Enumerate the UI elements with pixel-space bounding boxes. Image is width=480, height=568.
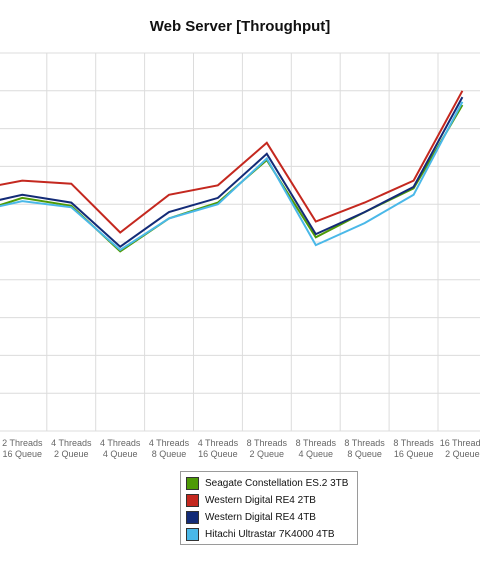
- x-tick-label: 4 Threads 8 Queue: [149, 438, 190, 459]
- x-tick-label: 4 Threads 2 Queue: [51, 438, 92, 459]
- x-tick-label: 2 Threads 16 Queue: [2, 438, 43, 459]
- x-tick-label: 4 Threads 4 Queue: [100, 438, 141, 459]
- x-tick-label: 8 Threads 8 Queue: [344, 438, 385, 459]
- legend: Seagate Constellation ES.2 3TB Western Di…: [180, 471, 358, 545]
- x-tick-label: 8 Threads 4 Queue: [296, 438, 337, 459]
- legend-swatch: [186, 494, 199, 507]
- chart-title: Web Server [Throughput]: [149, 18, 331, 35]
- x-tick-label: 4 Threads 16 Queue: [198, 438, 239, 459]
- series-line: [0, 104, 464, 253]
- legend-label: Hitachi Ultrastar 7K4000 4TB: [205, 529, 335, 540]
- x-tick-label: 8 Threads 16 Queue: [393, 438, 434, 459]
- legend-item: Western Digital RE4 4TB: [186, 509, 352, 526]
- series-line: [0, 96, 464, 248]
- legend-label: Western Digital RE4 2TB: [205, 495, 316, 506]
- legend-swatch: [186, 511, 199, 524]
- series-lines: [0, 90, 464, 253]
- legend-item: Hitachi Ultrastar 7K4000 4TB: [186, 526, 352, 543]
- legend-item: Western Digital RE4 2TB: [186, 492, 352, 509]
- legend-item: Seagate Constellation ES.2 3TB: [186, 475, 352, 492]
- legend-label: Western Digital RE4 4TB: [205, 512, 316, 523]
- legend-label: Seagate Constellation ES.2 3TB: [205, 478, 349, 489]
- grid: [0, 52, 480, 432]
- x-tick-label: 8 Threads 2 Queue: [247, 438, 288, 459]
- series-line: [0, 101, 464, 252]
- legend-swatch: [186, 528, 199, 541]
- series-line: [0, 90, 464, 234]
- legend-swatch: [186, 477, 199, 490]
